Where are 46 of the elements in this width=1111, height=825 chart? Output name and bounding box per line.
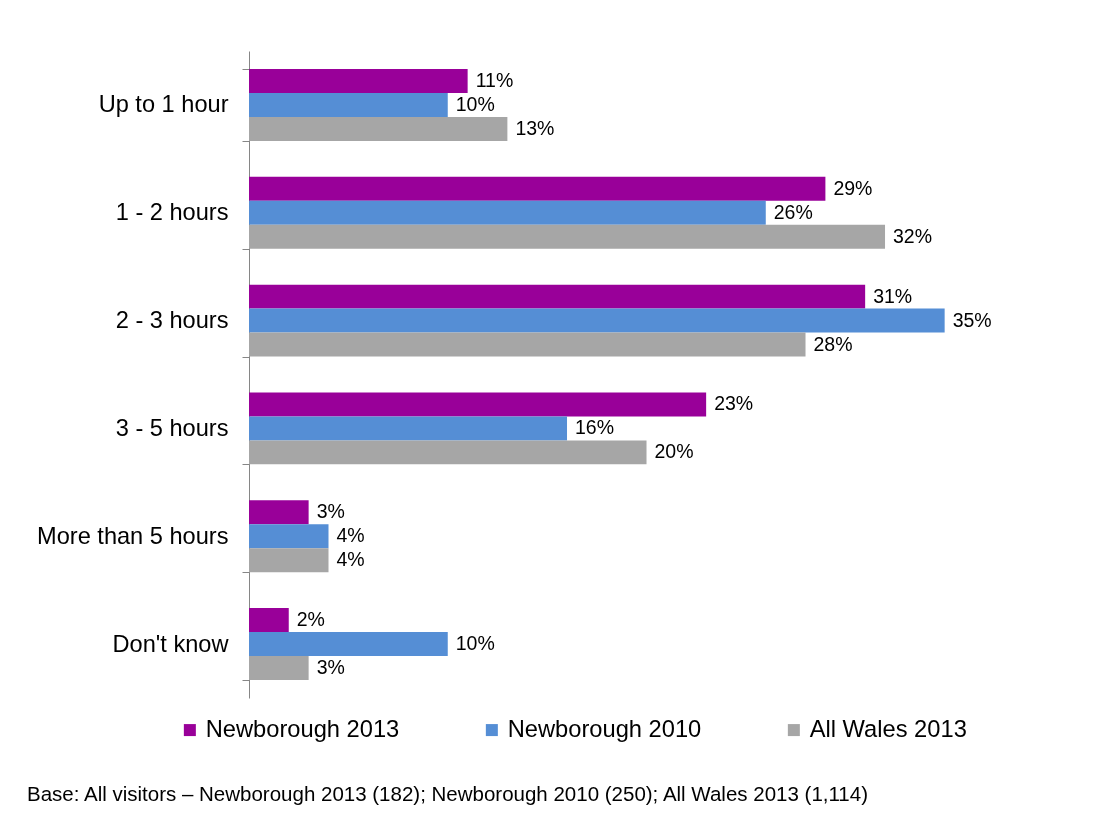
- data-label: 29%: [833, 176, 873, 199]
- data-label: 28%: [813, 332, 853, 355]
- data-label: 26%: [773, 200, 813, 223]
- y-tick-label: Don't know: [112, 630, 230, 657]
- bar: [249, 632, 448, 657]
- data-label: 32%: [893, 224, 933, 247]
- data-label: 3%: [316, 656, 345, 679]
- y-tick-label: 1 - 2 hours: [115, 199, 229, 226]
- bar: [249, 200, 766, 225]
- bar: [249, 656, 309, 681]
- legend-label: All Wales 2013: [809, 716, 967, 743]
- bar: [249, 116, 508, 141]
- data-label: 31%: [873, 284, 913, 307]
- bar: [249, 608, 289, 633]
- y-tick-label: 3 - 5 hours: [115, 414, 229, 441]
- data-label: 10%: [455, 92, 495, 115]
- data-label: 13%: [515, 116, 555, 139]
- bar: [249, 332, 806, 357]
- data-label: 10%: [455, 632, 495, 655]
- bar: [249, 308, 945, 333]
- bar: [249, 548, 329, 573]
- bar: [249, 68, 468, 93]
- data-label: 16%: [575, 416, 615, 439]
- data-label: 4%: [336, 548, 365, 571]
- y-tick-label: Up to 1 hour: [98, 91, 229, 118]
- bar: [249, 92, 448, 117]
- bar: [249, 392, 707, 417]
- bar: [249, 440, 647, 465]
- data-label: 4%: [336, 524, 365, 547]
- bar: [249, 224, 886, 249]
- data-label: 35%: [952, 308, 992, 331]
- bar: [249, 416, 568, 441]
- data-label: 23%: [714, 392, 754, 415]
- data-label: 2%: [296, 608, 325, 631]
- data-label: 11%: [475, 68, 514, 91]
- y-tick-label: More than 5 hours: [37, 522, 229, 549]
- y-tick-label: 2 - 3 hours: [115, 307, 229, 334]
- data-label: 20%: [654, 440, 694, 463]
- text: Base: All visitors – Newborough 2013 (182); Newborough 2010 (250); All Wales 2013 (1,114): [27, 782, 868, 805]
- bar: [249, 176, 826, 201]
- bar: [249, 284, 866, 309]
- bar: [249, 524, 329, 549]
- bar: [249, 500, 309, 525]
- legend-label: Newborough 2013: [205, 716, 400, 743]
- legend-label: Newborough 2010: [507, 716, 702, 743]
- data-label: 3%: [316, 500, 345, 523]
